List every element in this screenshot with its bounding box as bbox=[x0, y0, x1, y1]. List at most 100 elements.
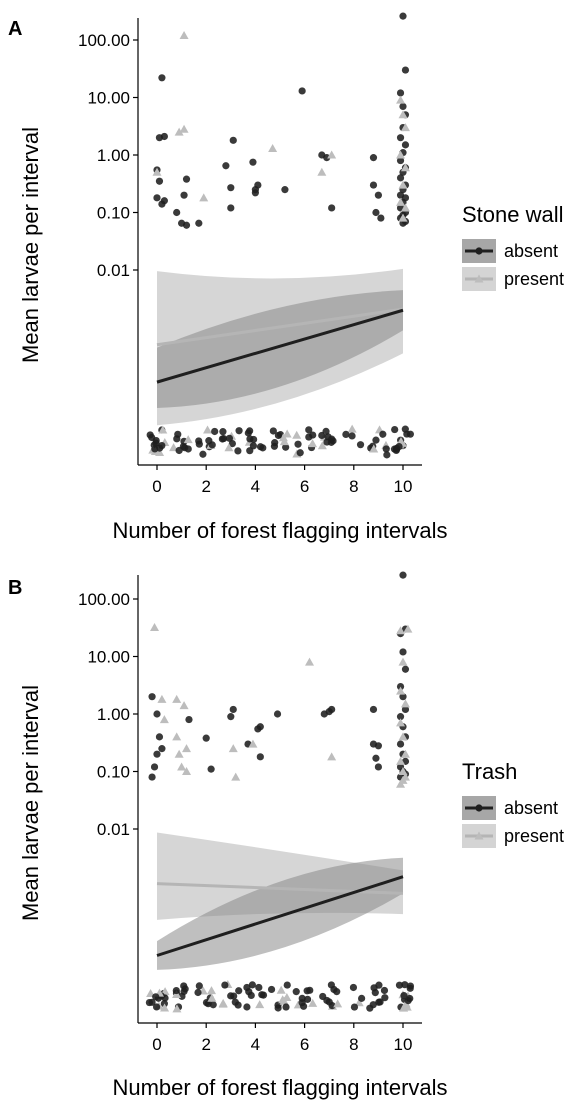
zero-point-absent bbox=[379, 430, 387, 438]
data-point-present bbox=[152, 167, 162, 176]
zero-point-present bbox=[308, 439, 318, 448]
zero-point-absent bbox=[356, 441, 365, 449]
data-point-present bbox=[327, 752, 337, 761]
data-point-present bbox=[396, 756, 406, 765]
trend-line-present bbox=[156, 882, 404, 895]
x-tick-label: 8 bbox=[349, 477, 358, 496]
data-point-present bbox=[174, 749, 184, 758]
data-point-present bbox=[398, 110, 408, 119]
data-point-present bbox=[396, 95, 406, 104]
zero-point-absent bbox=[248, 981, 256, 989]
zero-point-absent bbox=[350, 1003, 359, 1011]
confidence-band-absent bbox=[157, 857, 403, 970]
panel-letter: A bbox=[8, 18, 22, 40]
data-point-absent bbox=[227, 713, 235, 721]
data-point-absent bbox=[298, 87, 306, 95]
data-point-absent bbox=[222, 162, 230, 170]
data-point-absent bbox=[251, 186, 259, 194]
data-point-present bbox=[159, 715, 169, 724]
zero-point-absent bbox=[199, 450, 207, 458]
data-point-absent bbox=[281, 186, 289, 194]
data-point-absent bbox=[153, 710, 161, 718]
x-tick-label: 4 bbox=[251, 1035, 260, 1054]
zero-point-absent bbox=[211, 427, 219, 436]
zero-point-absent bbox=[172, 986, 180, 995]
data-point-present bbox=[398, 775, 408, 784]
zero-point-absent bbox=[247, 991, 255, 1000]
legend-label-absent: absent bbox=[504, 798, 558, 818]
data-point-absent bbox=[396, 174, 405, 182]
data-point-absent bbox=[399, 12, 407, 20]
data-point-absent bbox=[369, 705, 378, 714]
zero-point-absent bbox=[282, 1003, 290, 1011]
data-point-absent bbox=[150, 763, 159, 771]
data-point-present bbox=[231, 772, 241, 781]
y-tick-label: 100.00 bbox=[78, 590, 130, 609]
zero-point-absent bbox=[376, 998, 384, 1006]
legend-label-absent: absent bbox=[504, 241, 558, 261]
data-point-present bbox=[182, 744, 192, 753]
zero-point-absent bbox=[318, 431, 326, 440]
zero-point-absent bbox=[327, 438, 335, 446]
zero-point-absent bbox=[401, 425, 409, 433]
panel-b: B 100.00 10.00 1.00 0.10 0.01 0 2 4 6 8 10 Number of… bbox=[8, 571, 564, 1100]
zero-point-absent bbox=[231, 998, 239, 1006]
data-point-present bbox=[150, 622, 160, 631]
data-point-absent bbox=[185, 715, 193, 724]
zero-point-present bbox=[203, 425, 213, 434]
y-tick-label: 0.10 bbox=[97, 763, 130, 782]
data-point-present bbox=[174, 127, 184, 136]
y-axis-title: Mean larvae per interval bbox=[18, 127, 43, 363]
data-point-absent bbox=[153, 750, 161, 758]
zero-point-present bbox=[279, 437, 289, 446]
data-point-absent bbox=[207, 765, 215, 773]
zero-point-absent bbox=[306, 986, 314, 994]
zero-point-present bbox=[172, 1004, 182, 1013]
data-point-present bbox=[179, 30, 189, 39]
data-point-absent bbox=[374, 742, 382, 750]
zero-point-present bbox=[347, 424, 357, 433]
x-tick-label: 2 bbox=[201, 1035, 210, 1054]
zero-point-absent bbox=[246, 435, 254, 443]
y-tick-label: 100.00 bbox=[78, 31, 130, 50]
zero-point-absent bbox=[369, 1001, 377, 1009]
data-point-present bbox=[396, 150, 406, 159]
y-axis-title: Mean larvae per interval bbox=[18, 685, 43, 921]
data-point-present bbox=[228, 744, 238, 753]
x-tick-label: 0 bbox=[152, 1035, 161, 1054]
zero-point-present bbox=[255, 1000, 265, 1009]
data-point-present bbox=[172, 732, 182, 741]
data-point-absent bbox=[160, 132, 168, 141]
data-point-absent bbox=[374, 763, 382, 771]
data-point-absent bbox=[158, 74, 166, 82]
zero-point-absent bbox=[330, 985, 338, 994]
data-point-present bbox=[179, 701, 189, 710]
legend-title: Trash bbox=[462, 759, 517, 784]
data-point-absent bbox=[195, 219, 203, 227]
zero-point-present bbox=[308, 998, 318, 1007]
zero-point-absent bbox=[160, 1000, 168, 1008]
zero-point-absent bbox=[234, 447, 242, 455]
zero-point-absent bbox=[195, 982, 203, 990]
panel-letter: B bbox=[8, 577, 22, 599]
data-point-absent bbox=[401, 705, 410, 714]
data-point-absent bbox=[148, 773, 156, 781]
zero-point-absent bbox=[294, 440, 302, 448]
zero-point-absent bbox=[255, 983, 263, 992]
zero-point-present bbox=[276, 985, 286, 994]
zero-point-absent bbox=[401, 981, 409, 989]
zero-point-absent bbox=[173, 435, 181, 443]
x-tick-label: 10 bbox=[394, 1035, 413, 1054]
data-point-absent bbox=[227, 204, 235, 212]
data-point-present bbox=[398, 213, 408, 222]
data-point-present bbox=[179, 124, 189, 133]
zero-point-absent bbox=[400, 991, 408, 1000]
zero-point-absent bbox=[305, 433, 313, 441]
zero-point-present bbox=[160, 1003, 170, 1012]
zero-point-absent bbox=[274, 1004, 282, 1012]
data-point-present bbox=[305, 657, 315, 666]
data-point-absent bbox=[148, 693, 156, 701]
data-point-present bbox=[157, 694, 167, 703]
zero-point-absent bbox=[298, 994, 306, 1002]
